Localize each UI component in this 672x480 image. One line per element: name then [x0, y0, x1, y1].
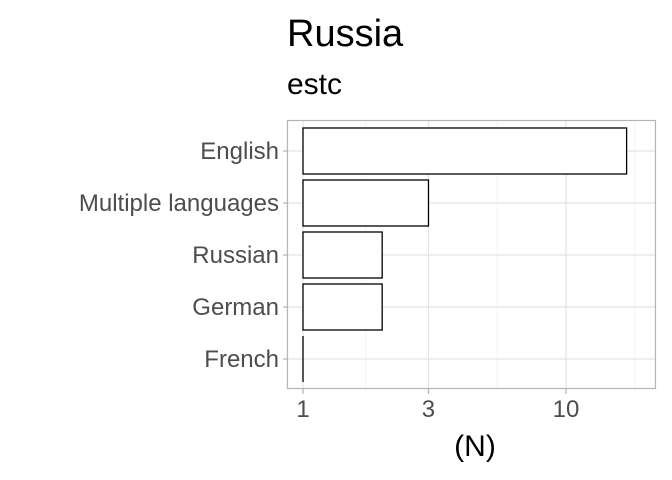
x-axis-title: (N) — [454, 430, 496, 463]
x-tick-label: 3 — [422, 396, 435, 423]
bar-german — [302, 283, 383, 331]
category-label: Russian — [192, 242, 279, 269]
bar-english — [302, 127, 628, 175]
category-label: English — [200, 138, 279, 165]
bar-multiple-languages — [302, 179, 430, 227]
bars — [302, 127, 628, 382]
x-tick-label: 10 — [553, 396, 580, 423]
x-tick-label: 1 — [296, 396, 309, 423]
x-axis-ticks: 1 3 10 — [296, 389, 579, 423]
category-labels: English Multiple languages Russian German Fr… — [79, 138, 288, 373]
chart-title: Russia — [287, 13, 404, 55]
category-label: Multiple languages — [79, 190, 279, 217]
category-label: German — [192, 294, 279, 321]
category-label: French — [204, 346, 279, 373]
chart-subtitle: estc — [287, 68, 342, 101]
bar-russian — [302, 231, 383, 279]
